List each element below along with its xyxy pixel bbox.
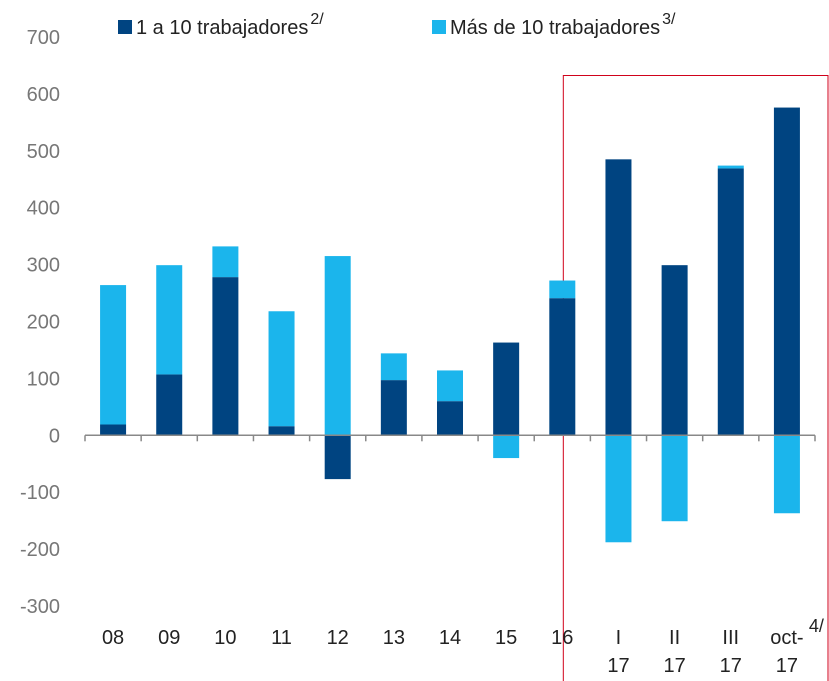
bar bbox=[268, 426, 295, 436]
bar bbox=[100, 285, 127, 425]
bar bbox=[605, 159, 632, 436]
x-tick-label: 08 bbox=[102, 627, 124, 649]
x-tick-label: 12 bbox=[327, 627, 349, 649]
y-tick-label: 100 bbox=[27, 368, 60, 390]
bar bbox=[212, 246, 239, 278]
bar bbox=[324, 256, 351, 436]
x-tick-label: III 17 bbox=[720, 627, 742, 677]
bar bbox=[100, 424, 127, 436]
y-tick-label: 700 bbox=[27, 27, 60, 49]
bar bbox=[549, 280, 576, 299]
legend-note: 3/ bbox=[662, 11, 676, 28]
x-tick-label: 15 bbox=[495, 627, 517, 649]
bar bbox=[156, 374, 183, 436]
x-tick-label: oct-17 bbox=[770, 627, 803, 677]
bar bbox=[156, 265, 183, 375]
bar bbox=[324, 435, 351, 480]
legend-note: 2/ bbox=[310, 11, 324, 28]
y-tick-label: -200 bbox=[20, 539, 60, 561]
x-tick-label: 10 bbox=[214, 627, 236, 649]
bar bbox=[661, 265, 688, 436]
bar bbox=[380, 380, 407, 436]
x-tick-label: 16 bbox=[551, 627, 573, 649]
bar bbox=[773, 107, 800, 436]
legend-label: Más de 10 trabajadores bbox=[450, 17, 660, 39]
bar bbox=[773, 435, 800, 514]
y-tick-label: -100 bbox=[20, 482, 60, 504]
bar bbox=[437, 401, 463, 436]
category-note: 4/ bbox=[809, 616, 824, 636]
bar bbox=[268, 311, 295, 427]
y-tick-label: 300 bbox=[27, 255, 60, 277]
bar bbox=[717, 168, 744, 436]
bar bbox=[437, 370, 463, 402]
bar bbox=[717, 165, 744, 169]
bar bbox=[549, 298, 576, 436]
legend-swatch bbox=[432, 20, 446, 34]
x-tick-label: I 17 bbox=[607, 627, 629, 677]
bar bbox=[212, 277, 239, 436]
y-tick-label: 200 bbox=[27, 312, 60, 334]
legend-label: 1 a 10 trabajadores bbox=[136, 17, 308, 39]
y-tick-label: 400 bbox=[27, 198, 60, 220]
y-tick-label: 0 bbox=[49, 425, 60, 447]
bar bbox=[493, 342, 520, 436]
y-tick-label: 500 bbox=[27, 141, 60, 163]
bar bbox=[605, 435, 632, 543]
x-tick-label: II 17 bbox=[663, 627, 685, 677]
x-tick-label: 11 bbox=[271, 627, 292, 649]
y-tick-label: -300 bbox=[20, 596, 60, 618]
y-tick-label: 600 bbox=[27, 84, 60, 106]
bar bbox=[493, 435, 520, 459]
x-tick-label: 09 bbox=[158, 627, 180, 649]
legend-swatch bbox=[118, 20, 132, 34]
x-tick-label: 13 bbox=[383, 627, 405, 649]
x-tick-label: 14 bbox=[439, 627, 461, 649]
bar bbox=[661, 435, 688, 522]
bar bbox=[380, 353, 407, 381]
